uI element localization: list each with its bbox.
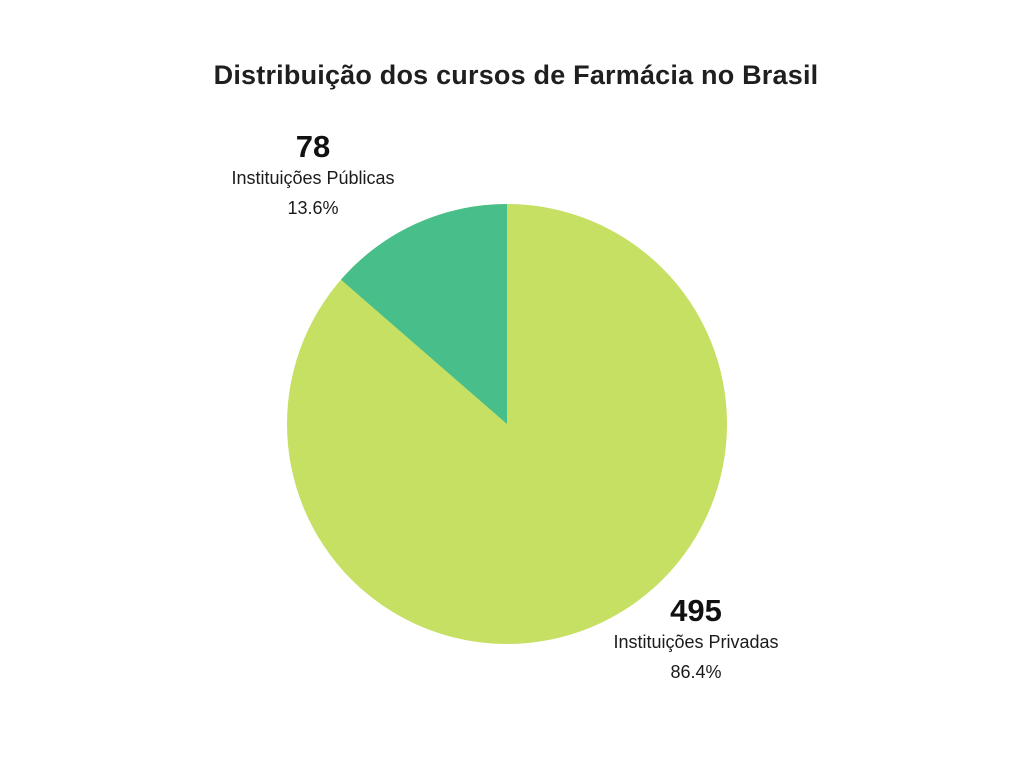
public-slice-value: 78 xyxy=(295,129,331,164)
public-slice xyxy=(340,204,507,424)
public-slice-label-block: 78 Instituições Públicas 13.6% xyxy=(231,129,395,219)
private-slice-value: 495 xyxy=(670,593,722,628)
private-slice-label-block: 495 Instituições Privadas 86.4% xyxy=(613,593,779,683)
chart-title: Distribuição dos cursos de Farmácia no B… xyxy=(213,60,819,90)
private-slice-name: Instituições Privadas xyxy=(613,632,779,653)
public-slice-percent: 13.6% xyxy=(287,197,339,218)
pie-chart xyxy=(287,204,727,644)
public-slice-name: Instituições Públicas xyxy=(231,168,395,189)
private-slice-percent: 86.4% xyxy=(670,661,722,682)
